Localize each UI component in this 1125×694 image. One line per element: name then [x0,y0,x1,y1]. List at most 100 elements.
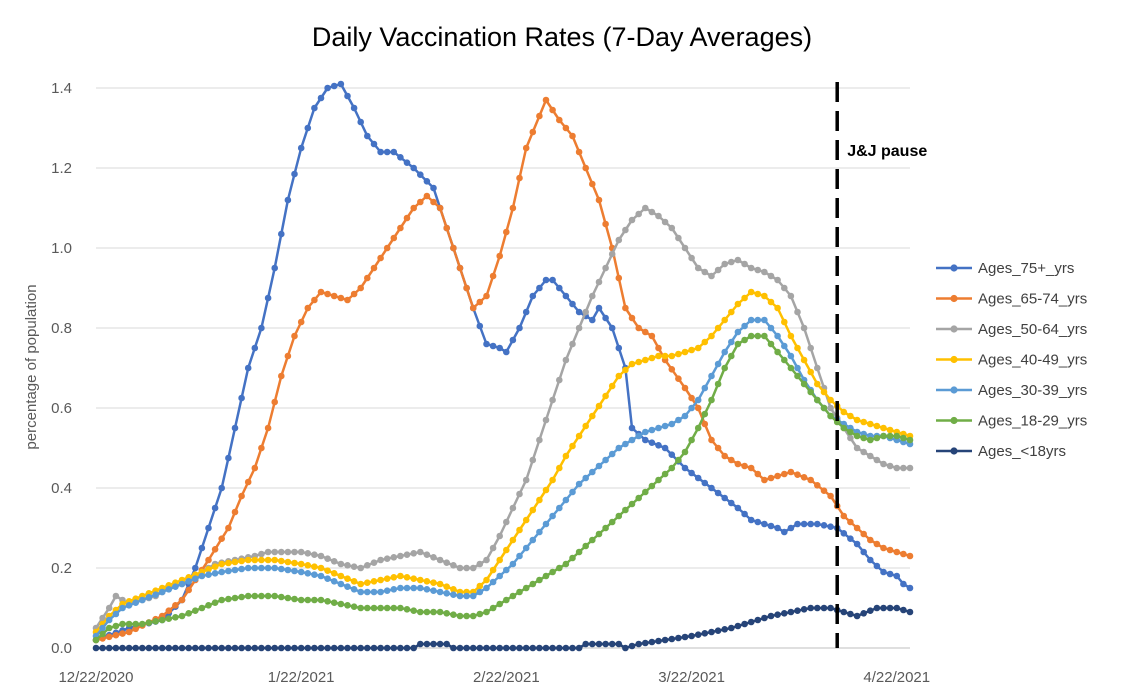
data-point [112,610,120,618]
data-point [668,420,676,428]
data-point [741,510,748,518]
data-point [569,488,576,496]
data-point [377,556,384,564]
data-point [794,607,801,614]
data-point [893,604,901,612]
data-point [628,642,636,650]
data-point [622,366,629,374]
data-point [218,596,225,604]
data-point [886,462,894,470]
data-point [503,596,510,604]
data-point [423,578,431,585]
data-point [324,598,331,605]
data-point [694,404,702,412]
data-point [575,324,583,332]
data-point [820,388,828,396]
data-point [582,308,589,316]
data-point [436,204,444,212]
data-point [456,592,464,600]
data-point [410,575,418,582]
data-point [178,596,186,604]
data-point [397,644,404,652]
data-point [271,264,279,272]
data-point [278,565,285,573]
data-point [867,556,874,564]
legend-swatch-marker [950,325,958,333]
data-point [410,607,418,614]
data-point [469,644,477,652]
data-point [350,290,358,298]
data-point [165,644,173,652]
data-point [410,164,418,172]
data-point [330,558,338,565]
data-point [330,292,338,300]
data-point [178,612,186,620]
data-point [814,380,821,388]
data-point [304,596,312,604]
data-point [364,644,371,652]
data-point [185,578,192,585]
data-point [251,556,259,564]
y-tick-label: 0.8 [51,320,72,337]
data-point [456,644,464,652]
data-point [622,440,629,448]
data-point [211,504,219,512]
data-point [397,584,404,592]
data-point [536,576,543,584]
data-point [258,444,265,452]
data-point [211,546,219,553]
data-point [642,436,649,444]
data-point [589,412,596,420]
data-point [853,612,861,620]
data-point [774,348,781,356]
data-point [827,412,834,420]
data-point [304,570,312,577]
data-point [516,174,523,182]
data-point [661,422,669,430]
data-point [807,368,814,376]
data-point [503,518,510,526]
data-point [311,596,318,604]
data-point [886,604,894,612]
data-point [800,606,808,613]
data-point [615,512,623,520]
data-point [701,384,709,392]
data-point [357,564,365,572]
data-point [814,364,821,372]
data-point [278,230,285,238]
data-point [450,562,457,569]
data-point [569,340,576,348]
data-point [522,476,530,484]
data-point [357,588,365,596]
data-point [608,450,616,458]
data-point [549,476,556,484]
data-point [251,592,259,600]
data-point [509,504,517,512]
data-point [880,432,887,440]
data-point [880,568,887,576]
data-point [284,558,292,566]
data-point [767,612,775,620]
data-point [655,352,662,360]
data-point [463,612,470,620]
data-point [476,298,484,306]
data-point [529,644,537,652]
data-point [284,594,292,602]
data-point [264,644,272,652]
data-point [582,164,589,172]
data-point [814,604,821,612]
data-point [284,548,292,556]
data-point [774,332,781,340]
data-point [112,622,120,630]
data-point [370,588,378,596]
data-point [364,274,371,282]
data-point [661,218,669,226]
data-point [403,644,411,652]
data-point [867,607,874,614]
data-point [575,548,583,556]
data-point [536,436,543,444]
data-point [231,508,239,516]
data-point [357,580,365,588]
x-tick-label: 2/22/2021 [473,669,540,686]
data-point [787,468,795,476]
